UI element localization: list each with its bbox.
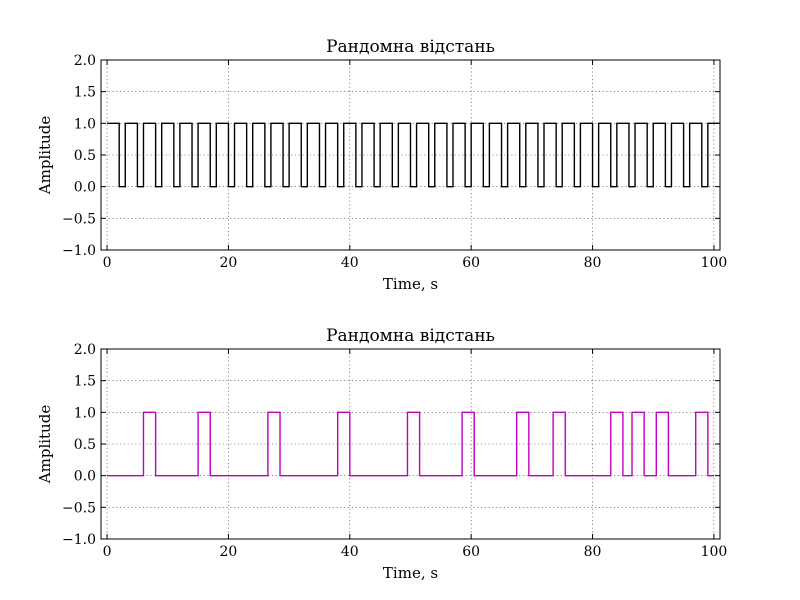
y-axis-label: Amplitude (36, 116, 54, 196)
subplot-top: 0 20 40 60 80 100 −1.0 −0.5 0.0 0.5 1.0 1.5 2.0 Рандо… (36, 37, 727, 293)
y-tick-label: −0.5 (62, 211, 96, 227)
y-tick-label: 0.0 (74, 180, 96, 196)
x-tick-label: 100 (701, 255, 728, 271)
x-tick-label: 60 (462, 544, 480, 560)
signal-line (107, 122, 720, 188)
y-tick-label: 1.5 (74, 374, 96, 390)
x-tick-label: 0 (103, 255, 112, 271)
y-tick-label: 0.0 (74, 469, 96, 485)
y-tick-label: −1.0 (62, 243, 96, 259)
y-tick-label: 0.5 (74, 148, 96, 164)
y-tick-label: 1.5 (74, 85, 96, 101)
subplot-bottom: 0 20 40 60 80 100 −1.0 −0.5 0.0 0.5 1.0 1.5 2.0 Рандо… (36, 326, 727, 582)
plot-frame (100, 348, 721, 540)
signal-line (107, 411, 714, 477)
x-tick-label: 0 (103, 544, 112, 560)
y-tick-label: 1.0 (74, 116, 96, 132)
x-tick-label: 20 (220, 544, 238, 560)
y-tick-label: 2.0 (74, 53, 96, 69)
y-tick-label: 1.0 (74, 405, 96, 421)
x-tick-label: 60 (462, 255, 480, 271)
y-tick-label: 0.5 (74, 437, 96, 453)
chart-title: Рандомна відстань (326, 326, 495, 346)
x-tick-label: 80 (584, 255, 602, 271)
y-tick-label: −1.0 (62, 532, 96, 548)
x-tick-label: 40 (341, 255, 359, 271)
x-axis-label: Time, s (383, 564, 438, 582)
y-axis-label: Amplitude (36, 405, 54, 485)
x-tick-label: 80 (584, 544, 602, 560)
x-tick-label: 20 (220, 255, 238, 271)
x-tick-label: 40 (341, 544, 359, 560)
y-tick-label: −0.5 (62, 500, 96, 516)
chart-title: Рандомна відстань (326, 37, 495, 57)
y-tick-label: 2.0 (74, 342, 96, 358)
x-axis-label: Time, s (383, 275, 438, 293)
x-tick-label: 100 (701, 544, 728, 560)
